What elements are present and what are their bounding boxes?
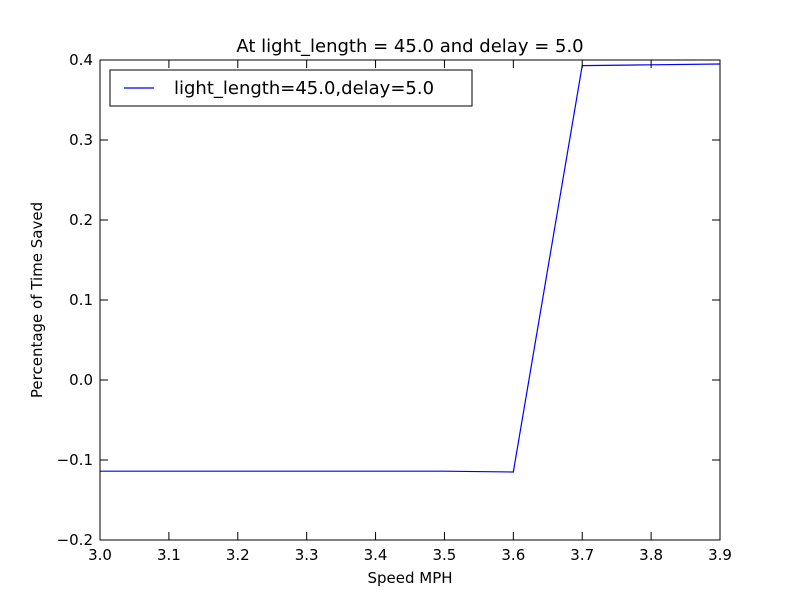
y-tick-label: 0.2 (69, 211, 93, 229)
x-tick-label: 3.6 (501, 546, 525, 564)
y-tick-label: 0.4 (69, 51, 93, 69)
y-tick-label: 0.1 (69, 291, 93, 309)
x-tick-label: 3.0 (88, 546, 112, 564)
y-tick-label: 0.3 (69, 131, 93, 149)
x-tick-label: 3.3 (295, 546, 319, 564)
plot-area: 3.0 3.1 3.2 3.3 3.4 3.5 3.6 3.7 3.8 3.9 −0.2 −0.1 0.… (57, 51, 732, 564)
x-tick-label: 3.1 (157, 546, 181, 564)
legend-box (109, 69, 473, 107)
y-tick-label: 0.0 (69, 371, 93, 389)
series-line-0 (100, 63, 721, 473)
x-tick-label: 3.5 (433, 546, 457, 564)
legend-label-0: light_length=45.0,delay=5.0 (174, 78, 434, 99)
y-tick-label: −0.2 (57, 531, 93, 549)
x-tick-label: 3.4 (364, 546, 388, 564)
x-tick-label: 3.8 (639, 546, 663, 564)
y-axis-label: Percentage of Time Saved (28, 202, 46, 398)
x-tick-label: 3.9 (708, 546, 732, 564)
x-tick-label: 3.2 (226, 546, 250, 564)
y-tick-label: −0.1 (57, 451, 93, 469)
chart-title: At light_length = 45.0 and delay = 5.0 (236, 36, 583, 57)
x-axis-label: Speed MPH (367, 569, 452, 587)
x-tick-label: 3.7 (570, 546, 594, 564)
